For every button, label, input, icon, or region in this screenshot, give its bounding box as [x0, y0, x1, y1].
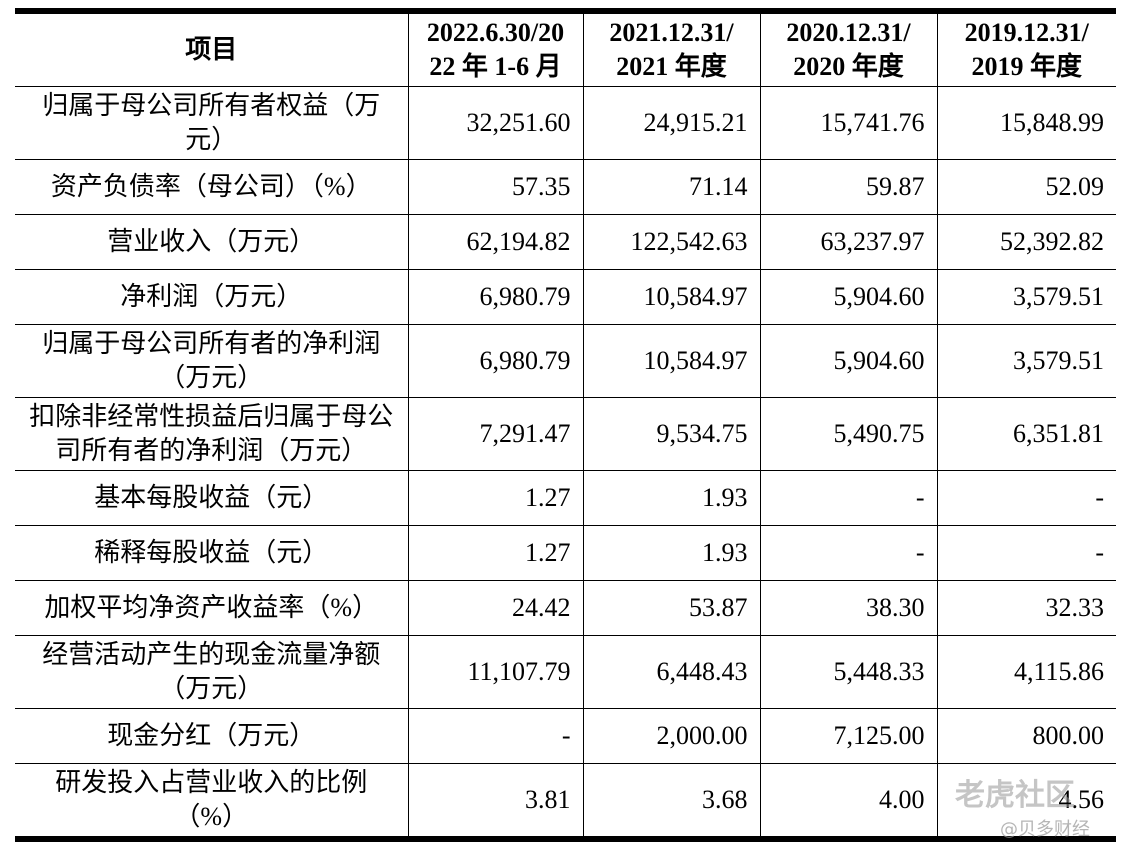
row-label: 归属于母公司所有者权益（万元）	[15, 86, 409, 160]
value-cell: 4,115.86	[936, 635, 1116, 709]
value-cell: 71.14	[582, 159, 761, 215]
value-cell: 10,584.97	[582, 269, 761, 325]
table-row: 归属于母公司所有者的净利润（万元） 6,980.79 10,584.97 5,904.…	[15, 324, 1116, 398]
value-cell: 6,980.79	[407, 324, 584, 398]
value-cell: 15,848.99	[936, 86, 1116, 160]
row-label: 净利润（万元）	[15, 269, 409, 325]
header-line: 2021 年度	[616, 52, 727, 81]
value-cell: 53.87	[582, 580, 761, 636]
row-label: 扣除非经常性损益后归属于母公司所有者的净利润（万元）	[15, 397, 409, 471]
value-cell: 3.81	[407, 763, 584, 840]
header-line: 2021.12.31/	[609, 18, 734, 47]
value-cell: 800.00	[936, 708, 1116, 764]
value-cell: 3.68	[582, 763, 761, 840]
row-label: 稀释每股收益（元）	[15, 525, 409, 581]
value-cell: 4.56	[936, 763, 1116, 840]
header-line: 2019 年度	[971, 52, 1082, 81]
table-row: 加权平均净资产收益率（%） 24.42 53.87 38.30 32.33	[15, 580, 1116, 636]
value-cell: -	[936, 525, 1116, 581]
value-cell: 52,392.82	[936, 214, 1116, 270]
value-cell: 1.93	[582, 525, 761, 581]
header-line: 2019.12.31/	[964, 18, 1089, 47]
value-cell: 1.93	[582, 470, 761, 526]
data-table: 项目 2022.6.30/20 22 年 1-6 月 2021.12.31/2021 …	[15, 8, 1116, 842]
value-cell: 5,904.60	[759, 269, 938, 325]
table-row: 扣除非经常性损益后归属于母公司所有者的净利润（万元） 7,291.47 9,534.…	[15, 397, 1116, 471]
value-cell: 4.00	[759, 763, 938, 840]
table-row: 营业收入（万元） 62,194.82 122,542.63 63,237.97 52,3…	[15, 214, 1116, 270]
value-cell: 15,741.76	[759, 86, 938, 160]
header-line: 2020 年度	[793, 52, 904, 81]
table-row: 归属于母公司所有者权益（万元） 32,251.60 24,915.21 15,741.…	[15, 86, 1116, 160]
value-cell: 9,534.75	[582, 397, 761, 471]
table-row: 经营活动产生的现金流量净额（万元） 11,107.79 6,448.43 5,448.…	[15, 635, 1116, 709]
value-cell: 1.27	[407, 470, 584, 526]
value-cell: -	[936, 470, 1116, 526]
table-row: 资产负债率（母公司）（%） 57.35 71.14 59.87 52.09	[15, 159, 1116, 215]
value-cell: 122,542.63	[582, 214, 761, 270]
watermark-brand: 老虎社区	[955, 778, 1075, 813]
value-cell: 10,584.97	[582, 324, 761, 398]
table-row: 净利润（万元） 6,980.79 10,584.97 5,904.60 3,579.51	[15, 269, 1116, 325]
value-cell: -	[407, 708, 584, 764]
row-label: 现金分红（万元）	[15, 708, 409, 764]
header-line: 2022.6.30/20	[426, 18, 565, 47]
value-cell: 59.87	[759, 159, 938, 215]
header-row: 项目 2022.6.30/20 22 年 1-6 月 2021.12.31/2021 …	[15, 10, 1116, 87]
value-cell: 5,448.33	[759, 635, 938, 709]
value-cell: 24,915.21	[582, 86, 761, 160]
table-row: 现金分红（万元） -2,000.00 7,125.00 800.00	[15, 708, 1116, 764]
value-cell: 24.42	[407, 580, 584, 636]
header-cell: 项目	[15, 10, 409, 87]
value-cell: 3,579.51	[936, 269, 1116, 325]
value-cell: 2,000.00	[582, 708, 761, 764]
value-cell: 1.27	[407, 525, 584, 581]
header-cell: 2019.12.31/2019 年度	[936, 10, 1116, 87]
watermark-source: @贝多财经	[1000, 819, 1090, 840]
value-cell: 7,291.47	[407, 397, 584, 471]
value-cell: 57.35	[407, 159, 584, 215]
row-label: 归属于母公司所有者的净利润（万元）	[15, 324, 409, 398]
value-cell: 52.09	[936, 159, 1116, 215]
value-cell: 5,904.60	[759, 324, 938, 398]
header-cell: 2021.12.31/2021 年度	[582, 10, 761, 87]
table-row: 基本每股收益（元） 1.27 1.93- -	[15, 470, 1116, 526]
table-row: 研发投入占营业收入的比例（%） 3.81 3.68 4.00 4.56	[15, 763, 1116, 840]
value-cell: 6,980.79	[407, 269, 584, 325]
value-cell: -	[759, 470, 938, 526]
row-label: 经营活动产生的现金流量净额（万元）	[15, 635, 409, 709]
header-line: 22 年 1-6 月	[429, 52, 562, 81]
value-cell: -	[759, 525, 938, 581]
value-cell: 7,125.00	[759, 708, 938, 764]
value-cell: 6,448.43	[582, 635, 761, 709]
value-cell: 5,490.75	[759, 397, 938, 471]
row-label: 研发投入占营业收入的比例（%）	[15, 763, 409, 840]
value-cell: 32,251.60	[407, 86, 584, 160]
header-line: 2020.12.31/	[786, 18, 911, 47]
value-cell: 11,107.79	[407, 635, 584, 709]
value-cell: 63,237.97	[759, 214, 938, 270]
value-cell: 32.33	[936, 580, 1116, 636]
row-label: 营业收入（万元）	[15, 214, 409, 270]
row-label: 基本每股收益（元）	[15, 470, 409, 526]
header-cell: 2020.12.31/2020 年度	[759, 10, 938, 87]
value-cell: 3,579.51	[936, 324, 1116, 398]
table-row: 稀释每股收益（元） 1.27 1.93- -	[15, 525, 1116, 581]
value-cell: 62,194.82	[407, 214, 584, 270]
row-label: 资产负债率（母公司）（%）	[15, 159, 409, 215]
row-label: 加权平均净资产收益率（%）	[15, 580, 409, 636]
header-cell: 2022.6.30/20 22 年 1-6 月	[407, 10, 584, 87]
value-cell: 6,351.81	[936, 397, 1116, 471]
value-cell: 38.30	[759, 580, 938, 636]
